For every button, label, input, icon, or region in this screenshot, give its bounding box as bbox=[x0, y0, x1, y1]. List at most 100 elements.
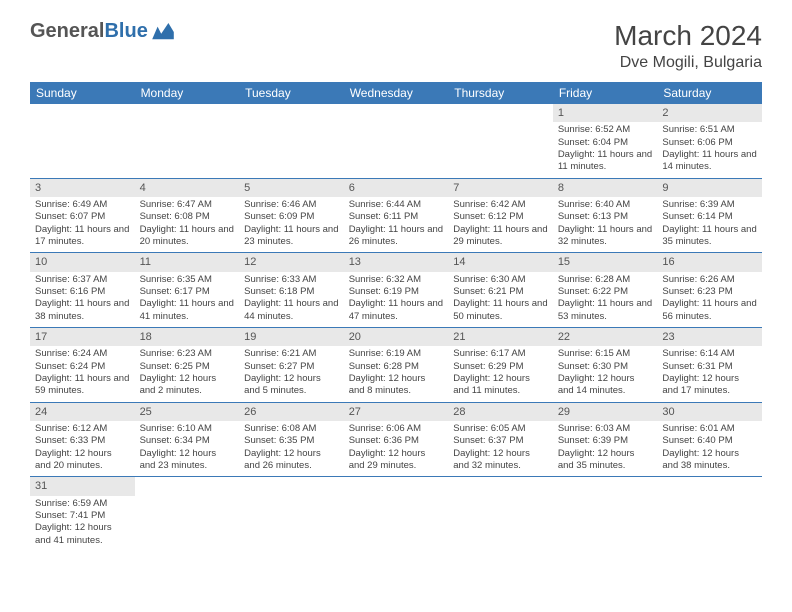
day-number: 15 bbox=[553, 253, 658, 271]
calendar-row: 17Sunrise: 6:24 AMSunset: 6:24 PMDayligh… bbox=[30, 328, 762, 403]
sunrise-text: Sunrise: 6:51 AM bbox=[662, 124, 757, 136]
daylight-text: Daylight: 11 hours and 35 minutes. bbox=[662, 224, 757, 249]
day-details: Sunrise: 6:47 AMSunset: 6:08 PMDaylight:… bbox=[135, 197, 240, 252]
logo-text-blue: Blue bbox=[104, 20, 147, 42]
sunset-text: Sunset: 7:41 PM bbox=[35, 510, 130, 522]
day-number: 7 bbox=[448, 179, 553, 197]
calendar-day: 4Sunrise: 6:47 AMSunset: 6:08 PMDaylight… bbox=[135, 178, 240, 253]
calendar-table: SundayMondayTuesdayWednesdayThursdayFrid… bbox=[30, 82, 762, 551]
sunrise-text: Sunrise: 6:24 AM bbox=[35, 348, 130, 360]
day-number: 3 bbox=[30, 179, 135, 197]
sunset-text: Sunset: 6:09 PM bbox=[244, 211, 339, 223]
daylight-text: Daylight: 11 hours and 50 minutes. bbox=[453, 298, 548, 323]
calendar-day-empty bbox=[135, 477, 240, 551]
calendar-day-empty bbox=[344, 104, 449, 178]
calendar-day: 31Sunrise: 6:59 AMSunset: 7:41 PMDayligh… bbox=[30, 477, 135, 551]
calendar-day: 16Sunrise: 6:26 AMSunset: 6:23 PMDayligh… bbox=[657, 253, 762, 328]
sunset-text: Sunset: 6:12 PM bbox=[453, 211, 548, 223]
day-details: Sunrise: 6:03 AMSunset: 6:39 PMDaylight:… bbox=[553, 421, 658, 476]
sunset-text: Sunset: 6:04 PM bbox=[558, 137, 653, 149]
sunrise-text: Sunrise: 6:44 AM bbox=[349, 199, 444, 211]
calendar-row: 10Sunrise: 6:37 AMSunset: 6:16 PMDayligh… bbox=[30, 253, 762, 328]
sunset-text: Sunset: 6:36 PM bbox=[349, 435, 444, 447]
calendar-day: 17Sunrise: 6:24 AMSunset: 6:24 PMDayligh… bbox=[30, 328, 135, 403]
day-details: Sunrise: 6:14 AMSunset: 6:31 PMDaylight:… bbox=[657, 346, 762, 401]
calendar-day: 14Sunrise: 6:30 AMSunset: 6:21 PMDayligh… bbox=[448, 253, 553, 328]
calendar-day: 30Sunrise: 6:01 AMSunset: 6:40 PMDayligh… bbox=[657, 402, 762, 477]
sunset-text: Sunset: 6:30 PM bbox=[558, 361, 653, 373]
day-details: Sunrise: 6:40 AMSunset: 6:13 PMDaylight:… bbox=[553, 197, 658, 252]
location: Dve Mogili, Bulgaria bbox=[614, 54, 762, 72]
sunset-text: Sunset: 6:31 PM bbox=[662, 361, 757, 373]
calendar-day: 21Sunrise: 6:17 AMSunset: 6:29 PMDayligh… bbox=[448, 328, 553, 403]
calendar-day: 28Sunrise: 6:05 AMSunset: 6:37 PMDayligh… bbox=[448, 402, 553, 477]
calendar-row: 31Sunrise: 6:59 AMSunset: 7:41 PMDayligh… bbox=[30, 477, 762, 551]
day-details: Sunrise: 6:39 AMSunset: 6:14 PMDaylight:… bbox=[657, 197, 762, 252]
sunrise-text: Sunrise: 6:23 AM bbox=[140, 348, 235, 360]
sunset-text: Sunset: 6:18 PM bbox=[244, 286, 339, 298]
day-details: Sunrise: 6:51 AMSunset: 6:06 PMDaylight:… bbox=[657, 122, 762, 177]
daylight-text: Daylight: 12 hours and 17 minutes. bbox=[662, 373, 757, 398]
weekday-header: Monday bbox=[135, 82, 240, 104]
day-details: Sunrise: 6:17 AMSunset: 6:29 PMDaylight:… bbox=[448, 346, 553, 401]
weekday-header: Wednesday bbox=[344, 82, 449, 104]
day-details: Sunrise: 6:46 AMSunset: 6:09 PMDaylight:… bbox=[239, 197, 344, 252]
day-details: Sunrise: 6:52 AMSunset: 6:04 PMDaylight:… bbox=[553, 122, 658, 177]
daylight-text: Daylight: 11 hours and 26 minutes. bbox=[349, 224, 444, 249]
sunrise-text: Sunrise: 6:33 AM bbox=[244, 274, 339, 286]
logo-text-general: General bbox=[30, 20, 104, 42]
calendar-day: 2Sunrise: 6:51 AMSunset: 6:06 PMDaylight… bbox=[657, 104, 762, 178]
daylight-text: Daylight: 11 hours and 29 minutes. bbox=[453, 224, 548, 249]
daylight-text: Daylight: 11 hours and 17 minutes. bbox=[35, 224, 130, 249]
day-details: Sunrise: 6:35 AMSunset: 6:17 PMDaylight:… bbox=[135, 272, 240, 327]
day-number: 11 bbox=[135, 253, 240, 271]
day-number: 6 bbox=[344, 179, 449, 197]
day-number: 24 bbox=[30, 403, 135, 421]
calendar-day: 11Sunrise: 6:35 AMSunset: 6:17 PMDayligh… bbox=[135, 253, 240, 328]
sunrise-text: Sunrise: 6:06 AM bbox=[349, 423, 444, 435]
weekday-header-row: SundayMondayTuesdayWednesdayThursdayFrid… bbox=[30, 82, 762, 104]
day-details: Sunrise: 6:33 AMSunset: 6:18 PMDaylight:… bbox=[239, 272, 344, 327]
sunset-text: Sunset: 6:24 PM bbox=[35, 361, 130, 373]
day-details: Sunrise: 6:06 AMSunset: 6:36 PMDaylight:… bbox=[344, 421, 449, 476]
calendar-day: 5Sunrise: 6:46 AMSunset: 6:09 PMDaylight… bbox=[239, 178, 344, 253]
day-number: 9 bbox=[657, 179, 762, 197]
sunset-text: Sunset: 6:37 PM bbox=[453, 435, 548, 447]
daylight-text: Daylight: 11 hours and 53 minutes. bbox=[558, 298, 653, 323]
day-details: Sunrise: 6:28 AMSunset: 6:22 PMDaylight:… bbox=[553, 272, 658, 327]
weekday-header: Sunday bbox=[30, 82, 135, 104]
calendar-day-empty bbox=[448, 477, 553, 551]
daylight-text: Daylight: 12 hours and 8 minutes. bbox=[349, 373, 444, 398]
sunset-text: Sunset: 6:27 PM bbox=[244, 361, 339, 373]
sunset-text: Sunset: 6:35 PM bbox=[244, 435, 339, 447]
daylight-text: Daylight: 12 hours and 23 minutes. bbox=[140, 448, 235, 473]
calendar-row: 3Sunrise: 6:49 AMSunset: 6:07 PMDaylight… bbox=[30, 178, 762, 253]
weekday-header: Friday bbox=[553, 82, 658, 104]
daylight-text: Daylight: 12 hours and 29 minutes. bbox=[349, 448, 444, 473]
sunrise-text: Sunrise: 6:35 AM bbox=[140, 274, 235, 286]
day-details: Sunrise: 6:01 AMSunset: 6:40 PMDaylight:… bbox=[657, 421, 762, 476]
sunset-text: Sunset: 6:25 PM bbox=[140, 361, 235, 373]
calendar-day-empty bbox=[239, 477, 344, 551]
day-number: 5 bbox=[239, 179, 344, 197]
daylight-text: Daylight: 12 hours and 5 minutes. bbox=[244, 373, 339, 398]
daylight-text: Daylight: 12 hours and 20 minutes. bbox=[35, 448, 130, 473]
sunset-text: Sunset: 6:06 PM bbox=[662, 137, 757, 149]
sunset-text: Sunset: 6:39 PM bbox=[558, 435, 653, 447]
weekday-header: Thursday bbox=[448, 82, 553, 104]
day-details: Sunrise: 6:05 AMSunset: 6:37 PMDaylight:… bbox=[448, 421, 553, 476]
calendar-day: 6Sunrise: 6:44 AMSunset: 6:11 PMDaylight… bbox=[344, 178, 449, 253]
day-details: Sunrise: 6:15 AMSunset: 6:30 PMDaylight:… bbox=[553, 346, 658, 401]
calendar-day: 23Sunrise: 6:14 AMSunset: 6:31 PMDayligh… bbox=[657, 328, 762, 403]
calendar-day: 9Sunrise: 6:39 AMSunset: 6:14 PMDaylight… bbox=[657, 178, 762, 253]
sunrise-text: Sunrise: 6:03 AM bbox=[558, 423, 653, 435]
calendar-day: 8Sunrise: 6:40 AMSunset: 6:13 PMDaylight… bbox=[553, 178, 658, 253]
day-number: 28 bbox=[448, 403, 553, 421]
day-number: 27 bbox=[344, 403, 449, 421]
day-details: Sunrise: 6:37 AMSunset: 6:16 PMDaylight:… bbox=[30, 272, 135, 327]
day-number: 26 bbox=[239, 403, 344, 421]
sunset-text: Sunset: 6:22 PM bbox=[558, 286, 653, 298]
day-number: 1 bbox=[553, 104, 658, 122]
sunrise-text: Sunrise: 6:59 AM bbox=[35, 498, 130, 510]
sunrise-text: Sunrise: 6:17 AM bbox=[453, 348, 548, 360]
